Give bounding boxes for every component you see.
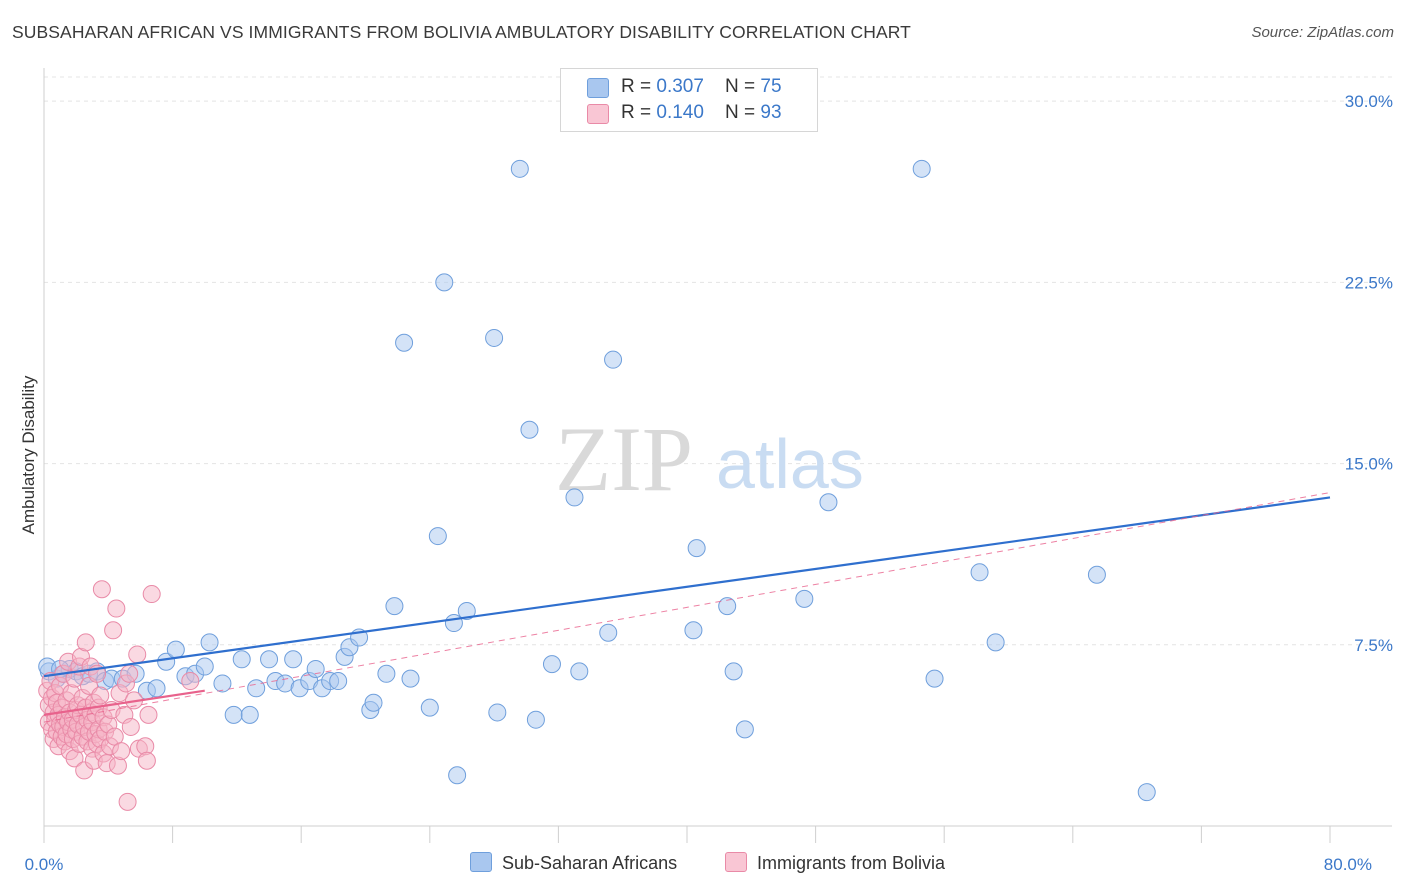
point-subsaharan: [604, 350, 623, 369]
point-subsaharan: [718, 597, 737, 616]
point-subsaharan: [526, 710, 545, 729]
point-subsaharan: [687, 539, 706, 558]
legend-n-value: 93: [760, 102, 782, 123]
point-bolivia: [121, 717, 140, 736]
point-subsaharan: [986, 633, 1005, 652]
point-subsaharan: [213, 674, 232, 693]
point-subsaharan: [260, 650, 279, 669]
y-tick-label: 22.5%: [1345, 273, 1393, 292]
chart-title: SUBSAHARAN AFRICAN VS IMMIGRANTS FROM BO…: [12, 22, 911, 42]
legend-r-value: 0.307: [656, 76, 704, 97]
point-subsaharan: [565, 488, 584, 507]
point-subsaharan: [457, 601, 476, 620]
point-subsaharan: [444, 614, 463, 633]
correlation-legend: R = 0.307 N = 75 R = 0.140 N = 93: [560, 68, 818, 132]
point-subsaharan: [488, 703, 507, 722]
point-bolivia: [92, 580, 111, 599]
x-tick-label: 80.0%: [1324, 855, 1372, 874]
grid-lines: [44, 76, 1392, 646]
point-subsaharan: [819, 493, 838, 512]
legend-n-label: N =: [725, 102, 761, 123]
trend-lines: [43, 492, 1331, 723]
point-bolivia: [139, 705, 158, 724]
point-bolivia: [181, 672, 200, 691]
y-axis-label: Ambulatory Disability: [19, 375, 38, 534]
legend-n-label: N =: [725, 76, 761, 97]
y-tick-label: 7.5%: [1354, 636, 1393, 655]
point-subsaharan: [542, 655, 561, 674]
point-subsaharan: [912, 159, 931, 178]
x-tick-label: 0.0%: [25, 855, 64, 874]
legend-swatch-blue: [470, 852, 492, 872]
point-subsaharan: [364, 693, 383, 712]
source-label: Source: ZipAtlas.com: [1251, 24, 1394, 41]
point-subsaharan: [485, 328, 504, 347]
point-subsaharan: [599, 623, 618, 642]
legend-label-bolivia: Immigrants from Bolivia: [757, 853, 946, 873]
watermark-atlas: atlas: [716, 425, 864, 503]
point-subsaharan: [232, 650, 251, 669]
legend-item-subsaharan: Sub-Saharan Africans: [470, 852, 677, 876]
point-subsaharan: [420, 698, 439, 717]
trend-line-bolivia: [43, 689, 205, 716]
point-subsaharan: [684, 621, 703, 640]
point-bolivia: [112, 742, 131, 761]
point-bolivia: [128, 645, 147, 664]
legend-label-subsaharan: Sub-Saharan Africans: [502, 853, 678, 873]
point-subsaharan: [435, 273, 454, 292]
point-subsaharan: [240, 705, 259, 724]
point-subsaharan: [724, 662, 743, 681]
point-subsaharan: [395, 333, 414, 352]
point-subsaharan: [195, 657, 214, 676]
legend-item-bolivia: Immigrants from Bolivia: [725, 852, 945, 876]
point-subsaharan: [166, 640, 185, 659]
watermark: ZIP atlas: [555, 408, 864, 510]
point-bolivia: [76, 633, 95, 652]
point-subsaharan: [157, 652, 176, 671]
point-subsaharan: [224, 705, 243, 724]
point-subsaharan: [147, 679, 166, 698]
point-subsaharan: [795, 589, 814, 608]
point-bolivia: [91, 686, 110, 705]
point-subsaharan: [247, 679, 266, 698]
legend-swatch-blue: [587, 78, 609, 98]
y-tick-label: 30.0%: [1345, 92, 1393, 111]
legend-r-label: R =: [621, 76, 657, 97]
point-subsaharan: [1137, 783, 1156, 802]
trend-line-subsaharan: [43, 496, 1331, 678]
legend-swatch-pink: [587, 104, 609, 124]
y-tick-label: 15.0%: [1345, 455, 1393, 474]
legend-swatch-pink: [725, 852, 747, 872]
point-bolivia: [104, 621, 123, 640]
legend-n-value: 75: [760, 76, 782, 97]
point-bolivia: [118, 792, 137, 811]
point-subsaharan: [970, 563, 989, 582]
legend-r-label: R =: [621, 102, 657, 123]
point-subsaharan: [401, 669, 420, 688]
trend-line-bolivia-extended: [43, 492, 1331, 723]
tick-labels: 7.5% 15.0% 22.5% 30.0% 0.0% 80.0%: [25, 92, 1393, 874]
legend-r-value: 0.140: [656, 102, 704, 123]
point-subsaharan: [284, 650, 303, 669]
point-subsaharan: [448, 766, 467, 785]
point-bolivia: [137, 751, 156, 770]
point-bolivia: [120, 664, 139, 683]
point-bolivia: [107, 599, 126, 618]
point-subsaharan: [1087, 565, 1106, 584]
point-subsaharan: [428, 527, 447, 546]
point-subsaharan: [570, 662, 589, 681]
data-points: [38, 159, 1156, 811]
point-subsaharan: [925, 669, 944, 688]
point-subsaharan: [510, 159, 529, 178]
point-bolivia: [142, 585, 161, 604]
point-subsaharan: [329, 672, 348, 691]
point-subsaharan: [520, 420, 539, 439]
point-subsaharan: [385, 597, 404, 616]
point-subsaharan: [200, 633, 219, 652]
point-subsaharan: [377, 664, 396, 683]
point-subsaharan: [735, 720, 754, 739]
